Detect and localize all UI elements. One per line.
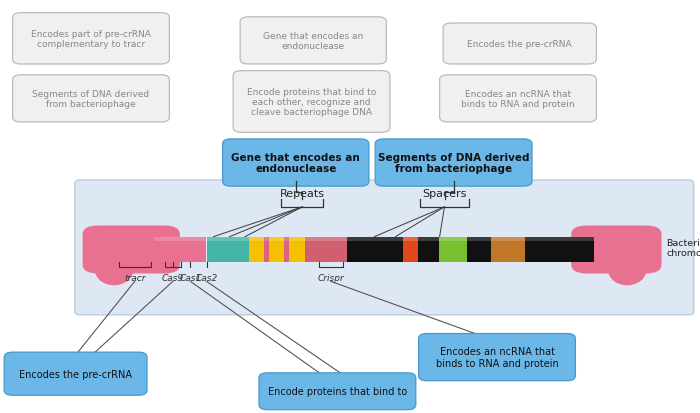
Bar [402,237,418,263]
FancyBboxPatch shape [83,226,180,274]
Text: Encode proteins that bind to: Encode proteins that bind to [268,386,407,396]
Text: Segments of DNA derived
from bacteriophage: Segments of DNA derived from bacteriopha… [378,152,529,174]
Text: Crispr: Crispr [317,273,344,282]
Text: tracr: tracr [124,273,146,282]
Bar [304,237,346,263]
Text: Encodes the pre-crRNA: Encodes the pre-crRNA [468,40,572,49]
Text: Encodes an ncRNA that
binds to RNA and protein: Encodes an ncRNA that binds to RNA and p… [435,347,559,368]
Bar [289,237,304,263]
Bar [154,237,594,241]
Text: Repeats: Repeats [280,188,325,198]
FancyBboxPatch shape [223,140,369,187]
FancyBboxPatch shape [75,180,694,315]
FancyBboxPatch shape [233,71,390,133]
FancyBboxPatch shape [4,352,147,395]
Bar [269,237,284,263]
Text: Encode proteins that bind to
each other, recognize and
cleave bacteriophage DNA: Encode proteins that bind to each other,… [247,88,376,117]
Text: Encodes part of pre-crRNA
complementary to tracr: Encodes part of pre-crRNA complementary … [31,30,151,49]
Text: Bacterial
chromosome: Bacterial chromosome [666,238,700,257]
Bar [346,237,402,263]
Text: Encodes an ncRNA that
binds to RNA and protein: Encodes an ncRNA that binds to RNA and p… [461,90,575,109]
FancyBboxPatch shape [375,140,532,187]
FancyBboxPatch shape [419,334,575,381]
Bar [491,237,525,263]
Bar [248,237,264,263]
Text: Encodes the pre-crRNA: Encodes the pre-crRNA [19,369,132,379]
Ellipse shape [94,254,133,286]
Bar [206,237,248,263]
Text: Cas1: Cas1 [179,273,202,282]
Text: Cas9: Cas9 [162,273,184,282]
Text: Spacers: Spacers [422,188,467,198]
Bar [154,237,206,263]
Text: Segments of DNA derived
from bacteriophage: Segments of DNA derived from bacteriopha… [32,90,150,109]
Bar [284,237,289,263]
FancyBboxPatch shape [440,76,596,123]
Bar [439,237,467,263]
Text: Cas2: Cas2 [195,273,218,282]
FancyBboxPatch shape [443,24,596,65]
Bar [467,237,491,263]
FancyBboxPatch shape [13,76,169,123]
FancyBboxPatch shape [571,226,661,274]
FancyBboxPatch shape [240,18,386,65]
FancyBboxPatch shape [259,373,416,410]
Bar [418,237,439,263]
Bar [525,237,594,263]
Text: Gene that encodes an
endonuclease: Gene that encodes an endonuclease [263,32,363,51]
Bar [264,237,269,263]
FancyBboxPatch shape [13,14,169,65]
Ellipse shape [608,254,647,286]
Text: Gene that encodes an
endonuclease: Gene that encodes an endonuclease [232,152,360,174]
